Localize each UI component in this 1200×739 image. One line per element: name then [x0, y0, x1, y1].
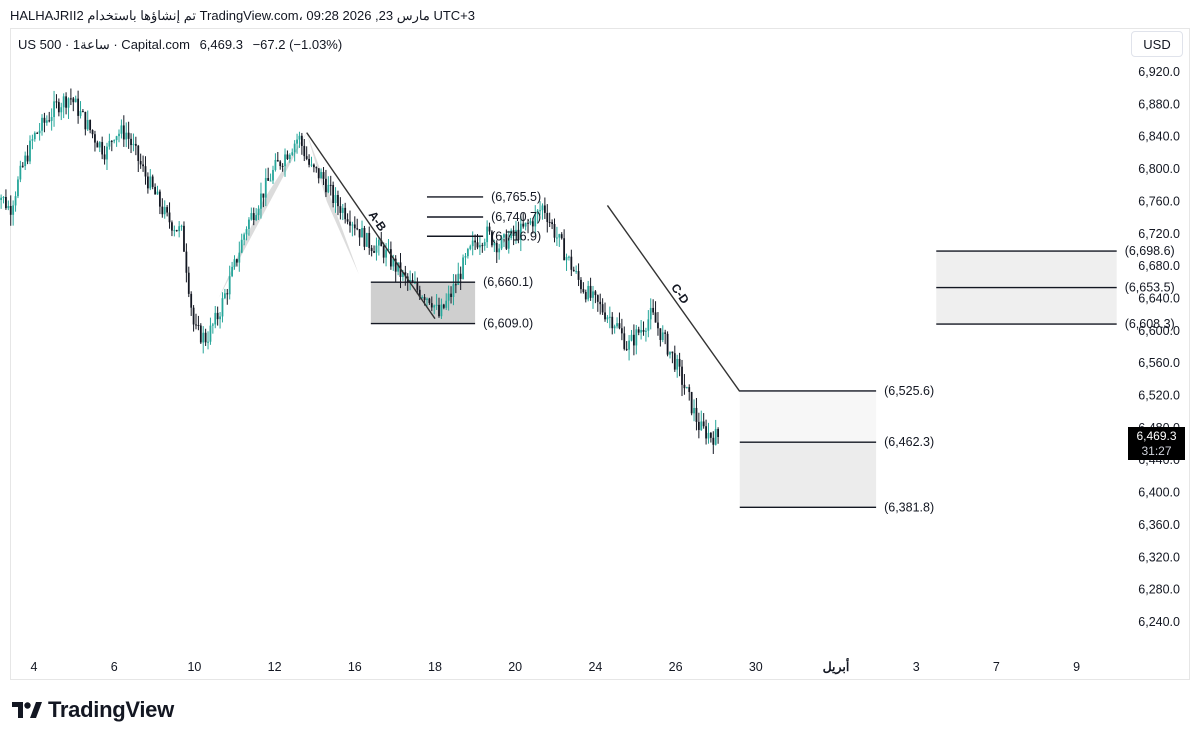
- symbol-name[interactable]: US 500 · 1ساعة · Capital.com: [18, 37, 190, 52]
- tradingview-logo[interactable]: TradingView: [12, 697, 174, 723]
- symbol-change: −67.2 (−1.03%): [252, 37, 343, 52]
- last-price-value: 6,469.3: [1136, 429, 1177, 443]
- candle-body: [7, 205, 10, 209]
- candle-body: [0, 197, 3, 201]
- currency-button[interactable]: USD: [1131, 31, 1183, 57]
- symbol-legend: US 500 · 1ساعة · Capital.com 6,469.3 −67…: [18, 37, 348, 53]
- candle-body: [5, 196, 7, 209]
- last-price-tag: 6,469.3 31:27: [1128, 427, 1185, 460]
- tradingview-logo-text: TradingView: [48, 697, 174, 722]
- bar-countdown: 31:27: [1141, 444, 1172, 458]
- chart-caption: HALHAJRII2 تم إنشاؤها باستخدام TradingVi…: [10, 8, 475, 23]
- tradingview-logo-icon: [12, 702, 42, 718]
- chart-frame: [10, 28, 1190, 680]
- symbol-price: 6,469.3: [199, 37, 243, 52]
- candle-body: [2, 196, 5, 198]
